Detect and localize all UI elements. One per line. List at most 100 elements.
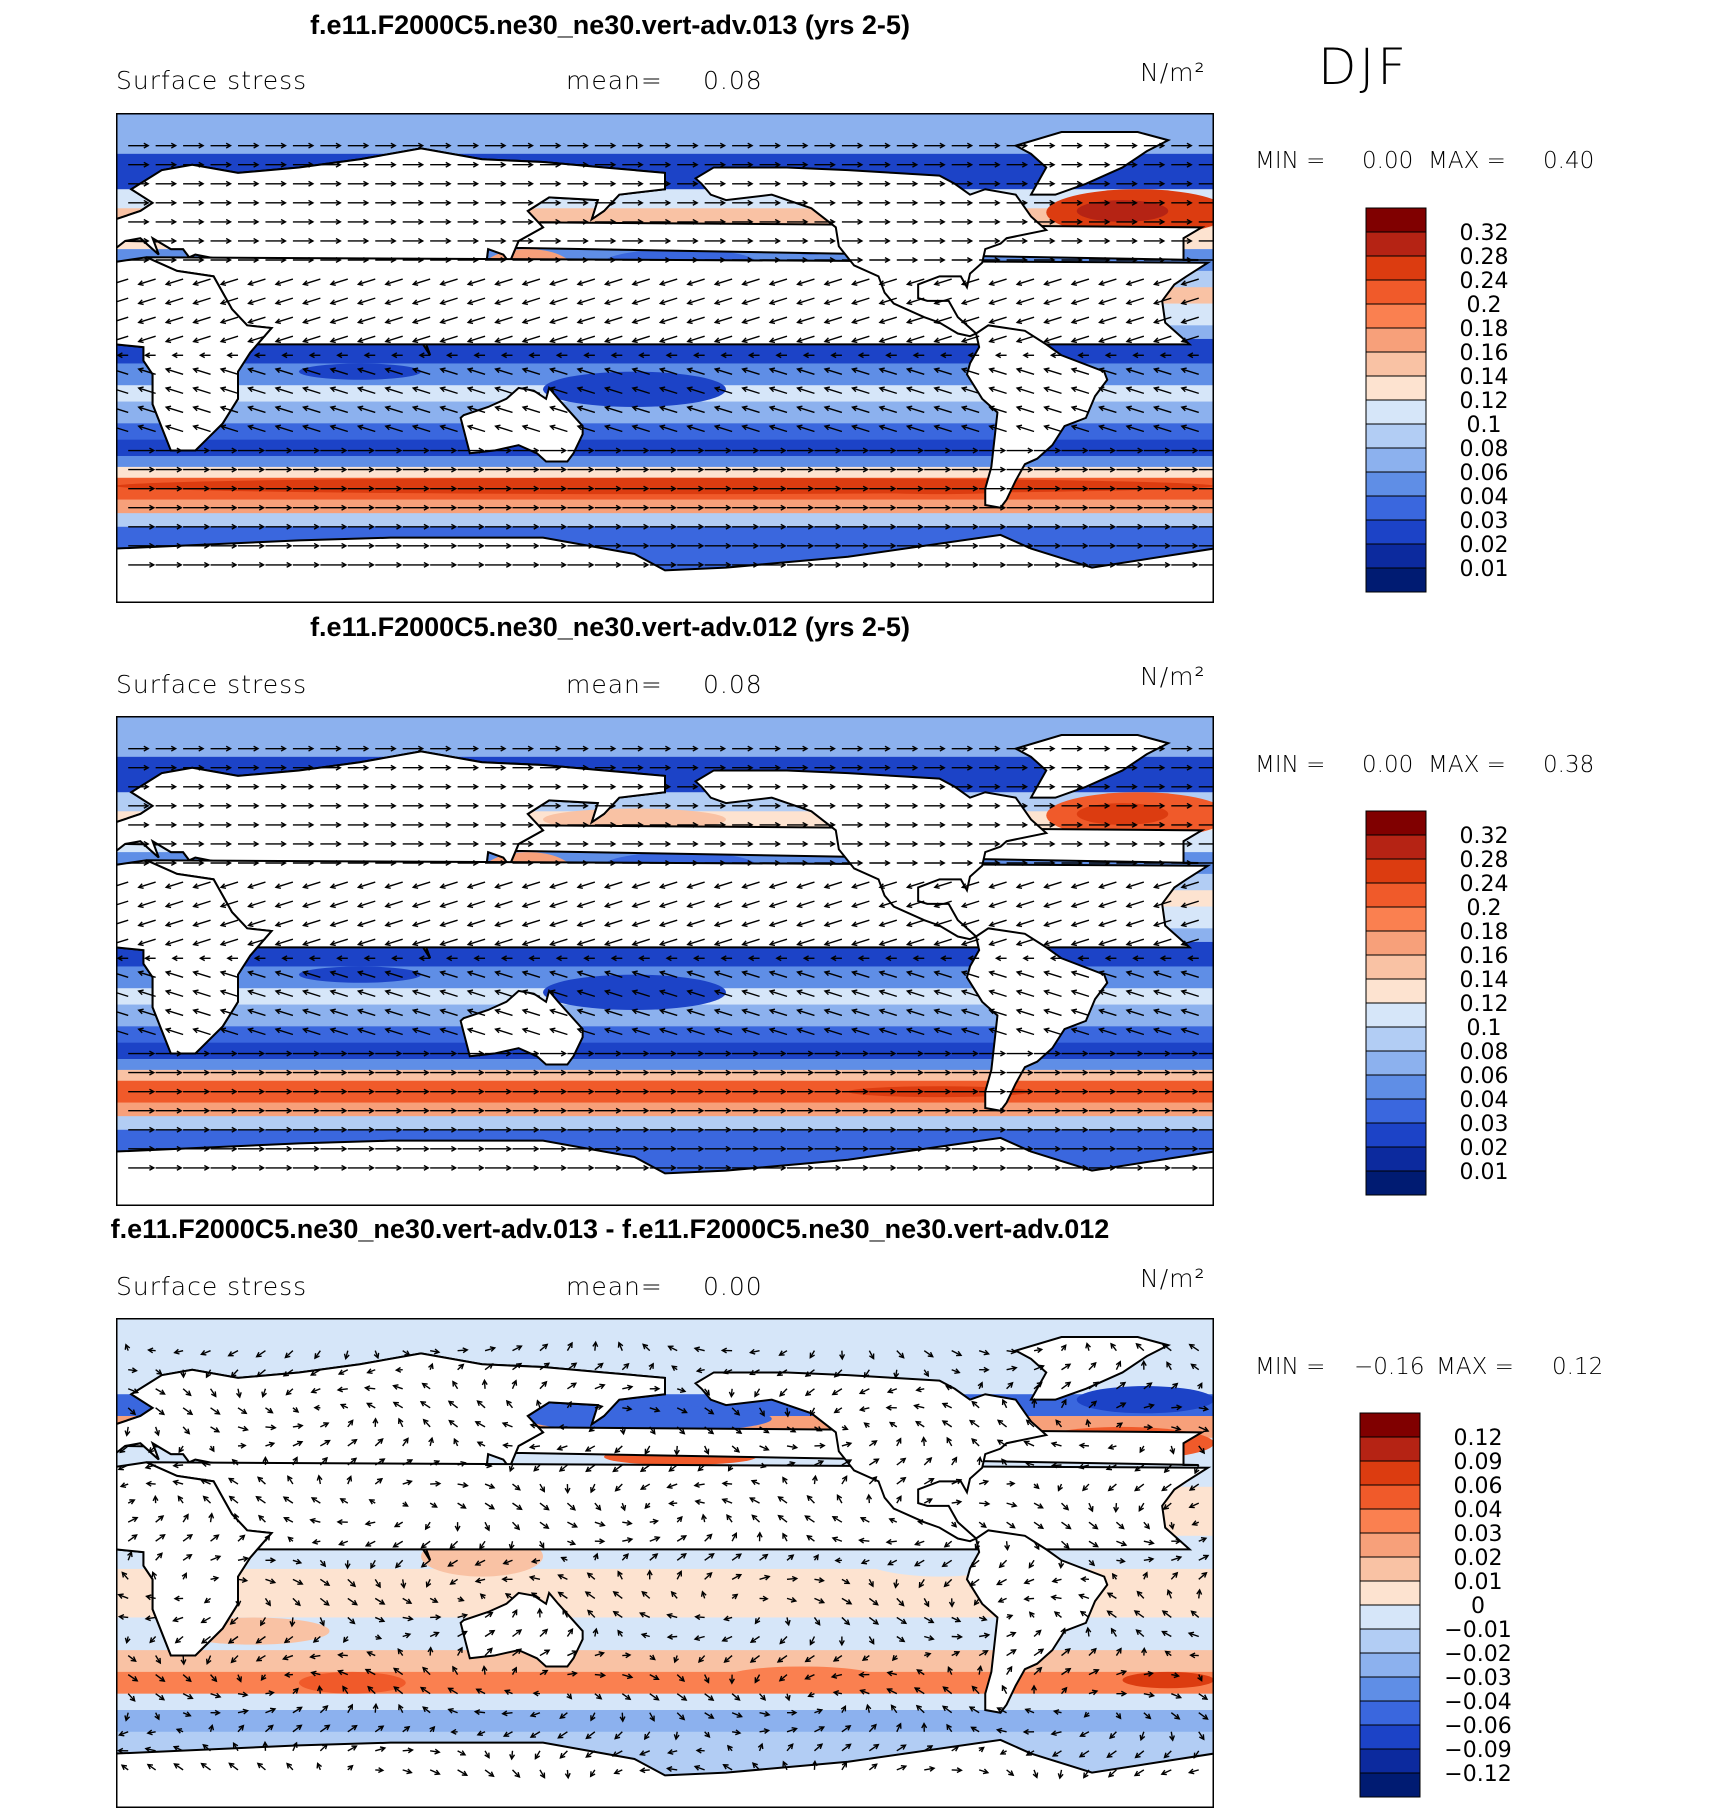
wind-vector (1126, 1009, 1145, 1017)
wind-vector-head (610, 859, 617, 867)
wind-vector (550, 387, 568, 395)
wind-vector (1154, 1009, 1172, 1017)
wind-vector (759, 1554, 768, 1561)
wind-vector-head (780, 1126, 787, 1133)
wind-vector (1143, 1404, 1154, 1409)
wind-vector-head (686, 318, 693, 325)
wind-vector-head (203, 1107, 211, 1114)
wind-vector-head (915, 1386, 922, 1393)
wind-vector (467, 387, 486, 395)
wind-vector-head (202, 1495, 209, 1502)
wind-vector-head (143, 802, 150, 809)
wind-vector (1099, 335, 1117, 343)
wind-vector-head (392, 1401, 399, 1408)
wind-vector (970, 1559, 980, 1568)
wind-vector-head (665, 764, 672, 771)
wind-vector (566, 1502, 576, 1511)
wind-vector-head (500, 821, 507, 828)
wind-vector-head (802, 821, 809, 828)
wind-vector-head (1164, 1164, 1171, 1171)
wind-vector-head (203, 1597, 211, 1604)
wind-vector-head (451, 466, 458, 473)
wind-vector (165, 278, 184, 286)
wind-vector-head (505, 1107, 513, 1114)
wind-vector-head (173, 1348, 180, 1355)
wind-vector-head (242, 1556, 250, 1562)
wind-vector-head (296, 1440, 304, 1447)
wind-vector (1033, 1365, 1044, 1371)
wind-vector (797, 278, 815, 286)
panel-3-mean-label: mean= (566, 1272, 663, 1301)
wind-vector-head (219, 1008, 227, 1015)
wind-vector-head (431, 1502, 438, 1508)
wind-vector (694, 1347, 705, 1352)
panel-2-map (116, 716, 1214, 1206)
wind-vector-head (1070, 921, 1078, 928)
wind-vector (220, 938, 239, 946)
wind-vector-head (423, 523, 430, 530)
wind-vector (879, 368, 898, 376)
wind-vector-head (752, 504, 760, 511)
wind-vector-head (472, 821, 480, 828)
wind-vector-head (719, 180, 727, 187)
wind-vector-head (488, 1504, 496, 1510)
wind-vector-head (198, 859, 205, 867)
wind-vector-head (198, 161, 205, 168)
wind-vector (138, 297, 156, 305)
wind-vector (1171, 1406, 1182, 1409)
wind-vector-head (329, 1027, 336, 1034)
wind-vector (495, 919, 513, 927)
wind-vector-head (652, 1553, 659, 1559)
wind-vector (550, 881, 568, 889)
wind-vector-head (1021, 859, 1029, 867)
wind-vector-head (505, 485, 513, 492)
wind-vector-head (960, 1008, 968, 1015)
wind-vector-head (796, 989, 803, 996)
wind-vector (779, 1388, 788, 1397)
wind-vector (330, 971, 349, 979)
wind-vector-head (428, 1436, 435, 1444)
wind-vector-head (474, 1577, 482, 1584)
wind-vector (1108, 1483, 1117, 1491)
wind-vector-head (396, 523, 403, 530)
wind-vector-head (670, 542, 677, 549)
wind-vector (193, 406, 211, 414)
wind-vector (714, 919, 733, 927)
wind-vector-head (823, 318, 831, 325)
wind-vector-head (747, 218, 754, 225)
wind-vector-head (192, 970, 199, 977)
field-band (116, 401, 1214, 424)
wind-vector-head (1113, 1506, 1120, 1514)
wind-vector-head (1180, 337, 1187, 344)
wind-vector-head (941, 1561, 948, 1568)
wind-vector (577, 297, 596, 305)
wind-vector (1088, 1381, 1099, 1390)
wind-vector-head (1078, 1442, 1085, 1449)
wind-vector-head (164, 1008, 172, 1015)
wind-vector-head (313, 1107, 320, 1114)
wind-vector-head (302, 1027, 309, 1034)
wind-vector-head (368, 466, 375, 473)
wind-vector-head (1082, 504, 1089, 511)
wind-vector-head (708, 1553, 715, 1559)
wind-vector-head (1015, 970, 1023, 977)
wind-vector-head (763, 1445, 770, 1451)
wind-vector-head (1082, 1145, 1089, 1152)
panel-2-max-value: 0.38 (1543, 752, 1595, 778)
wind-vector (1181, 368, 1199, 376)
wind-vector (1181, 971, 1199, 979)
wind-vector (879, 1009, 898, 1017)
wind-vector (742, 297, 760, 305)
wind-vector (503, 1444, 513, 1447)
wind-vector-head (225, 199, 233, 206)
wind-vector (248, 425, 266, 433)
wind-vector-head (558, 1466, 565, 1472)
wind-vector-head (439, 921, 446, 928)
wind-vector-head (917, 1126, 924, 1133)
wind-vector-head (890, 1107, 897, 1114)
wind-vector-head (829, 745, 836, 752)
wind-vector (577, 1028, 596, 1036)
wind-vector (934, 297, 952, 305)
wind-vector-head (203, 561, 211, 568)
wind-vector (1126, 990, 1145, 998)
